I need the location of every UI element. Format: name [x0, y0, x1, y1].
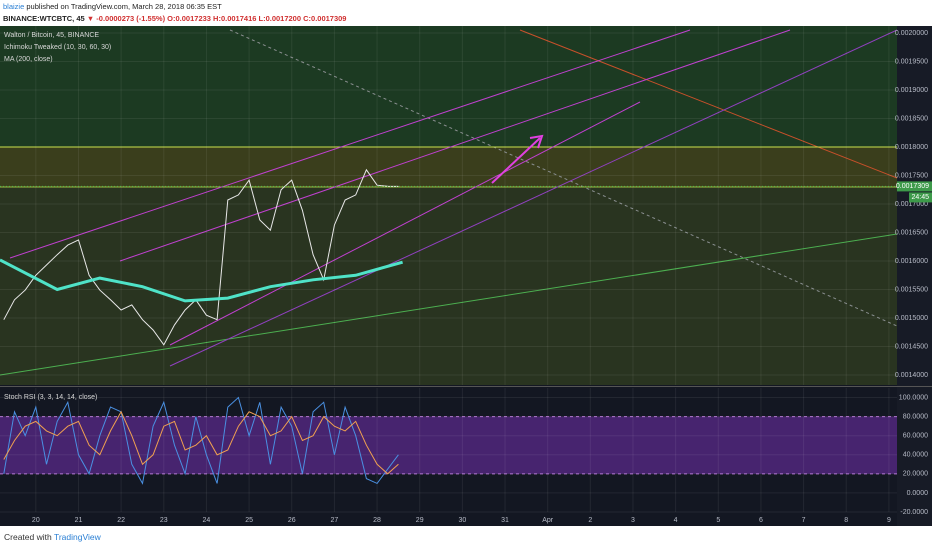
y-tick-label: 80.0000 [903, 413, 928, 420]
footer: Created with TradingView [4, 532, 101, 542]
ohlc: O:0.0017233 H:0.0017416 L:0.0017200 C:0.… [167, 14, 347, 23]
x-tick-label: 28 [373, 517, 381, 524]
countdown: 24:45 [911, 194, 929, 201]
y-tick-label: 0.0019500 [895, 58, 928, 65]
x-tick-label: 23 [160, 517, 168, 524]
header: blaizie published on TradingView.com, Ma… [0, 0, 932, 26]
y-tick-label: 0.0017500 [895, 172, 928, 179]
y-tick-label: 60.0000 [903, 433, 928, 440]
price-axis [897, 26, 932, 526]
x-tick-label: 4 [674, 517, 678, 524]
x-tick-label: 31 [501, 517, 509, 524]
arrow-head [529, 134, 544, 149]
dashed-trend [229, 29, 898, 327]
symbol: BINANCE:WTCBTC, 45 [3, 14, 85, 23]
y-tick-label: 100.0000 [899, 394, 928, 401]
y-tick-label: 40.0000 [903, 452, 928, 459]
user[interactable]: blaizie [3, 2, 25, 11]
y-tick-label: 0.0018500 [895, 115, 928, 122]
last-price-box [897, 181, 932, 192]
x-tick-label: 29 [416, 517, 424, 524]
y-tick-label: 0.0017000 [895, 201, 928, 208]
resistance-line [519, 29, 898, 179]
y-tick-label: 0.0019000 [895, 87, 928, 94]
last-price-label: 0.0017309 [896, 183, 929, 190]
y-tick-label: 0.0016500 [895, 229, 928, 236]
x-tick-label: 24 [203, 517, 211, 524]
drawings [0, 26, 898, 513]
channel-line [9, 29, 691, 259]
published: published on TradingView.com, March 28, … [26, 2, 222, 11]
x-tick-label: 3 [631, 517, 635, 524]
brand[interactable]: TradingView [53, 532, 101, 542]
y-tick-label: 0.0018000 [895, 144, 928, 151]
x-tick-label: 21 [75, 517, 83, 524]
channel-line [169, 101, 641, 346]
change: ▼ -0.0000273 (-1.55%) [86, 14, 166, 23]
ma-line [0, 258, 404, 303]
zone-upper [0, 26, 897, 147]
x-tick-label: 20 [32, 517, 40, 524]
x-tick-label: 6 [759, 517, 763, 524]
legend-ma: MA (200, close) [4, 56, 53, 63]
x-tick-label: 8 [844, 517, 848, 524]
y-tick-label: 0.0015000 [895, 315, 928, 322]
publish-line: blaizie published on TradingView.com, Ma… [3, 2, 222, 11]
zone-mid [0, 147, 897, 187]
x-tick-label: 30 [458, 517, 466, 524]
x-tick-label: 22 [117, 517, 125, 524]
x-tick-label: Apr [542, 517, 554, 524]
y-tick-label: 0.0020000 [895, 30, 928, 37]
support-line [0, 233, 898, 376]
y-tick-label: 0.0016000 [895, 258, 928, 265]
x-tick-label: 9 [887, 517, 891, 524]
countdown-box [909, 192, 932, 203]
y-tick-label: 0.0014000 [895, 372, 928, 379]
series-line [3, 396, 399, 485]
x-tick-label: 7 [802, 517, 806, 524]
arrow [491, 137, 541, 184]
x-tick-label: 26 [288, 517, 296, 524]
created: Created with [4, 532, 52, 542]
x-tick-label: 5 [716, 517, 720, 524]
x-tick-label: 2 [588, 517, 592, 524]
channel-line [169, 29, 898, 367]
y-tick-label: 20.0000 [903, 471, 928, 478]
legend-title: Walton / Bitcoin, 45, BINANCE [4, 32, 99, 39]
chart: Walton / Bitcoin, 45, BINANCE Ichimoku T… [0, 26, 932, 526]
rsi-title: Stoch RSI (3, 3, 14, 14, close) [4, 394, 97, 401]
y-tick-label: 0.0000 [907, 490, 929, 497]
legend-indicator: Ichimoku Tweaked (10, 30, 60, 30) [4, 44, 111, 51]
y-tick-label: 0.0015500 [895, 286, 928, 293]
series-line [3, 168, 399, 346]
y-tick-label: -20.0000 [900, 509, 928, 516]
x-tick-label: 25 [245, 517, 253, 524]
y-tick-label: 0.0014500 [895, 343, 928, 350]
rsi-band [0, 416, 897, 474]
channel-line [119, 29, 791, 262]
series-line [3, 410, 399, 475]
symbol-line: BINANCE:WTCBTC, 45 ▼ -0.0000273 (-1.55%)… [3, 14, 346, 23]
x-tick-label: 27 [331, 517, 339, 524]
